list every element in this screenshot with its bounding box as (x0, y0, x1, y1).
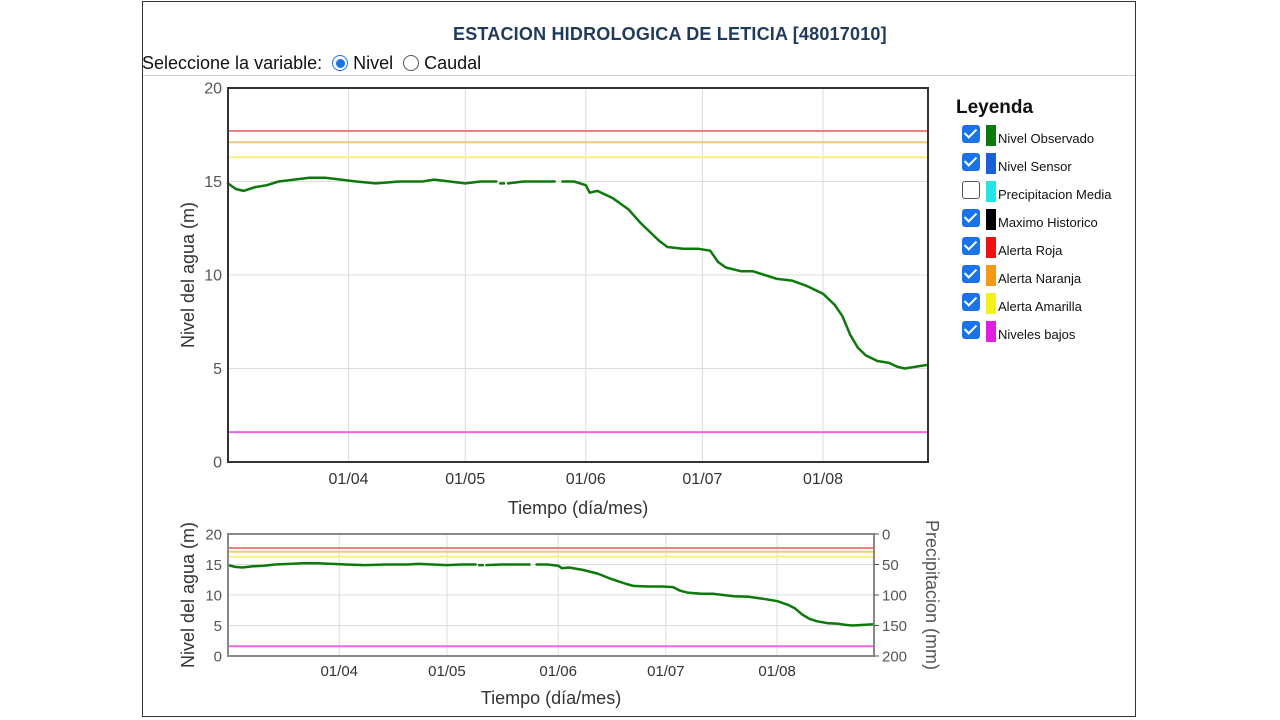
checkbox-checked-icon[interactable] (962, 153, 980, 171)
radio-checked-icon[interactable] (332, 55, 349, 71)
legend-item[interactable]: Precipitacion Media (956, 181, 1111, 209)
radio-caudal[interactable]: Caudal (403, 53, 481, 74)
legend-label: Niveles bajos (998, 327, 1076, 342)
legend-label: Alerta Naranja (998, 271, 1082, 286)
checkbox-unchecked-icon[interactable] (962, 181, 980, 199)
radio-nivel-label: Nivel (353, 52, 394, 73)
checkbox-checked-icon[interactable] (962, 237, 980, 255)
legend-swatch (986, 265, 996, 286)
divider (143, 75, 1135, 76)
legend-swatch (986, 153, 996, 174)
legend-item[interactable]: Maximo Historico (956, 209, 1098, 237)
page-title: ESTACION HIDROLOGICA DE LETICIA [4801701… (453, 24, 887, 44)
radio-nivel[interactable]: Nivel (332, 53, 393, 74)
legend-items: Nivel Observado Nivel Sensor Precipitacion… (956, 125, 1111, 349)
legend-label: Nivel Observado (998, 131, 1095, 146)
legend-swatch (986, 209, 996, 230)
legend-swatch (986, 321, 996, 342)
checkbox-checked-icon[interactable] (962, 265, 980, 283)
legend-label: Nivel Sensor (998, 159, 1072, 174)
legend-item[interactable]: Nivel Sensor (956, 153, 1072, 181)
legend-label: Alerta Roja (998, 243, 1063, 258)
checkbox-checked-icon[interactable] (962, 209, 980, 227)
legend-item[interactable]: Alerta Naranja (956, 265, 1081, 293)
radio-caudal-label: Caudal (424, 52, 482, 73)
variable-selector: Seleccione la variable: Nivel Caudal (142, 51, 481, 75)
legend-label: Maximo Historico (998, 215, 1098, 230)
checkbox-checked-icon[interactable] (962, 125, 980, 143)
legend-swatch (986, 181, 996, 202)
legend-swatch (986, 293, 996, 314)
legend-item[interactable]: Alerta Roja (956, 237, 1062, 265)
legend-title: Leyenda (956, 97, 1034, 118)
checkbox-checked-icon[interactable] (962, 321, 980, 339)
legend: Leyenda Nivel Observado Nivel Sensor Preci… (956, 97, 1111, 349)
legend-swatch (986, 237, 996, 258)
legend-item[interactable]: Nivel Observado (956, 125, 1094, 153)
variable-selector-label: Seleccione la variable: (142, 52, 323, 73)
checkbox-checked-icon[interactable] (962, 293, 980, 311)
legend-label: Precipitacion Media (998, 187, 1112, 202)
radio-unchecked-icon[interactable] (403, 55, 420, 71)
legend-label: Alerta Amarilla (998, 299, 1082, 314)
legend-swatch (986, 125, 996, 146)
legend-item[interactable]: Alerta Amarilla (956, 293, 1082, 321)
legend-item[interactable]: Niveles bajos (956, 321, 1075, 349)
